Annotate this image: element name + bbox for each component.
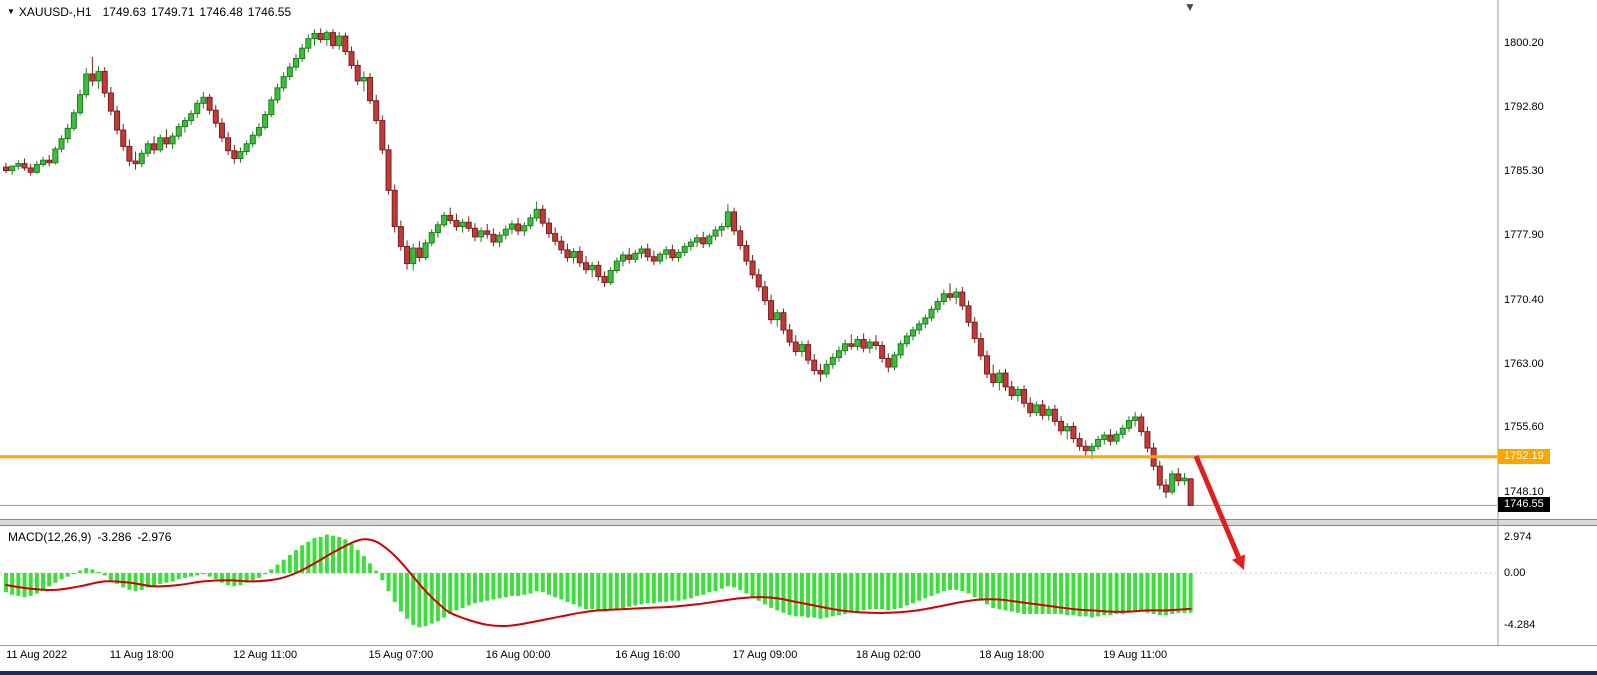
time-label: 16 Aug 16:00: [615, 649, 681, 661]
trend-arrow-annotation[interactable]: [1193, 455, 1246, 570]
time-label: 16 Aug 00:00: [485, 649, 551, 661]
time-label: 11 Aug 18:00: [109, 649, 174, 661]
ohlc-open-value: 1749.63: [102, 5, 146, 19]
time-label: 11 Aug 2022: [6, 649, 68, 661]
ohlc-low-value: 1746.48: [199, 5, 243, 19]
ohlc-high-value: 1749.71: [151, 5, 195, 19]
candlestick-series: [3, 28, 1194, 506]
time-label: 18 Aug 02:00: [855, 649, 921, 661]
price-tick: 1763.00: [1504, 357, 1544, 370]
time-label: 15 Aug 07:00: [368, 649, 434, 661]
macd-main-value: -3.286: [97, 530, 132, 544]
price-tick: 1777.90: [1504, 229, 1544, 242]
macd-name: MACD(12,26,9): [8, 530, 92, 544]
price-tick: 1748.10: [1504, 485, 1544, 498]
macd-tick: 0.00: [1504, 567, 1526, 579]
macd-signal-line: [5, 538, 1192, 628]
macd-indicator-label: MACD(12,26,9) -3.286 -2.976: [8, 530, 171, 544]
time-label: 12 Aug 11:00: [233, 649, 298, 661]
price-axis[interactable]: [1498, 0, 1597, 645]
panel-divider[interactable]: [0, 519, 1597, 526]
chart-shift-marker-icon[interactable]: ▼: [1184, 0, 1196, 14]
macd-tick: -4.284: [1504, 618, 1536, 631]
window-bottom-edge: [0, 671, 1597, 675]
ohlc-close-value: 1746.55: [247, 5, 292, 19]
price-tick: 1755.60: [1504, 421, 1544, 434]
bid-price-tag: 1746.55: [1498, 497, 1550, 513]
macd-tick: 2.974: [1504, 531, 1532, 544]
price-tick: 1785.30: [1504, 165, 1544, 178]
time-label: 19 Aug 11:00: [1103, 649, 1168, 661]
symbol-dropdown-icon[interactable]: ▼: [7, 7, 15, 16]
hline-price-tag: 1752.19: [1498, 448, 1550, 464]
symbol-header: ▼ XAUUSD-,H1 1749.63 1749.71 1746.48 1746.55: [7, 5, 291, 19]
time-label: 18 Aug 18:00: [979, 649, 1045, 661]
symbol-timeframe-label: XAUUSD-,H1: [18, 5, 92, 19]
price-tick: 1800.20: [1504, 37, 1544, 49]
price-tick: 1792.80: [1504, 100, 1544, 113]
price-tick: 1770.40: [1504, 293, 1544, 306]
time-label: 17 Aug 09:00: [732, 649, 798, 661]
macd-signal-value: -2.976: [137, 530, 172, 544]
macd-histogram: [4, 534, 1193, 628]
